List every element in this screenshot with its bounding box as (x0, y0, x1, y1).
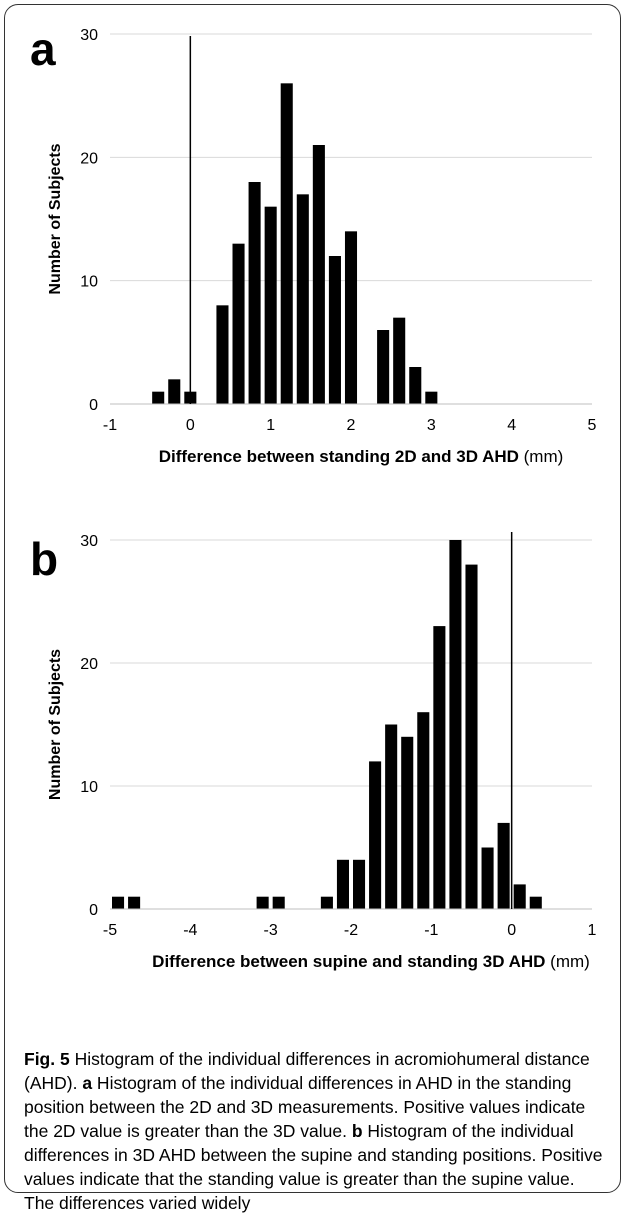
y-axis-label: Number of Subjects (47, 143, 64, 294)
x-tick-label: -1 (424, 922, 438, 939)
x-axis-label-main: Difference between standing 2D and 3D AH… (159, 447, 519, 466)
x-tick-label: 1 (588, 922, 597, 939)
x-axis-label-unit: (mm) (519, 447, 563, 466)
histogram-bar (465, 564, 478, 909)
histogram-bar (369, 761, 382, 909)
x-tick-label: -4 (183, 922, 197, 939)
y-tick-label: 20 (80, 150, 98, 167)
histogram-bar (312, 145, 325, 404)
histogram-bar (409, 367, 422, 404)
histogram-b: 0 10 20 30 -5 -4 -3 -2 -1 0 1 Number of Subjects Dif… (47, 532, 597, 971)
caption-b-label: b (351, 1121, 363, 1141)
histogram-bar (336, 859, 349, 909)
histogram-bar (320, 896, 333, 909)
y-tick-label: 10 (80, 779, 98, 796)
figure-caption: Fig. 5 Histogram of the individual diffe… (24, 1047, 609, 1215)
x-tick-label: 2 (347, 417, 356, 434)
x-axis-label: Difference between supine and standing 3… (152, 952, 590, 971)
histogram-bar (497, 822, 510, 909)
x-tick-label: -5 (103, 922, 117, 939)
histogram-bar (280, 83, 293, 404)
y-tick-label: 30 (80, 533, 98, 550)
y-tick-label: 20 (80, 656, 98, 673)
x-axis-label-unit: (mm) (545, 952, 589, 971)
histogram-bar (393, 317, 406, 404)
histogram-bar (152, 391, 165, 404)
histogram-bar (272, 896, 285, 909)
histogram-bar (377, 330, 390, 404)
y-axis-label: Number of Subjects (47, 649, 64, 800)
histogram-bar (425, 391, 438, 404)
histogram-bar (344, 231, 358, 404)
histogram-bar (481, 847, 494, 909)
histogram-bar (128, 896, 141, 909)
histogram-bar (401, 736, 414, 909)
histogram-bar (353, 859, 366, 909)
x-tick-label: -2 (344, 922, 358, 939)
histogram-bar (296, 194, 309, 404)
x-tick-label: 0 (186, 417, 195, 434)
y-tick-label: 30 (80, 27, 98, 44)
panel-a-letter: a (30, 23, 56, 75)
caption-fig-label: Fig. 5 (24, 1049, 70, 1069)
x-tick-label: -3 (264, 922, 278, 939)
histogram-bar (256, 896, 269, 909)
y-tick-label: 0 (89, 902, 98, 919)
histogram-bar (433, 626, 446, 909)
histogram-bar (513, 884, 526, 909)
x-axis-label: Difference between standing 2D and 3D AH… (159, 447, 564, 466)
x-tick-label: 0 (507, 922, 516, 939)
x-tick-label: 3 (427, 417, 436, 434)
histogram-bar (264, 206, 277, 404)
caption-fig-text: Histogram of the individual differences … (24, 1049, 590, 1093)
x-tick-label: -1 (103, 417, 117, 434)
histogram-bar (232, 243, 245, 404)
x-tick-label: 5 (588, 417, 597, 434)
caption-a-label: a (82, 1073, 93, 1093)
x-axis-label-main: Difference between supine and standing 3… (152, 952, 545, 971)
figure-frame (4, 4, 621, 1193)
histogram-a: 0 10 20 30 -1 0 1 2 3 4 5 Number of Subjects Differe… (47, 27, 597, 466)
histogram-bar (385, 724, 398, 909)
histogram-bar (417, 712, 430, 909)
panel-b-letter: b (30, 533, 59, 585)
histogram-bar (248, 182, 261, 404)
histogram-bar (328, 256, 341, 404)
caption-a-text: Histogram of the individual differences … (24, 1073, 586, 1141)
y-tick-label: 0 (89, 397, 98, 414)
histogram-bar (449, 540, 462, 909)
x-tick-label: 1 (266, 417, 275, 434)
histogram-bar (529, 896, 542, 909)
x-tick-label: 4 (507, 417, 516, 434)
histogram-bar (216, 305, 229, 404)
histogram-bar (112, 896, 125, 909)
histogram-bar (168, 379, 181, 404)
y-tick-label: 10 (80, 274, 98, 291)
